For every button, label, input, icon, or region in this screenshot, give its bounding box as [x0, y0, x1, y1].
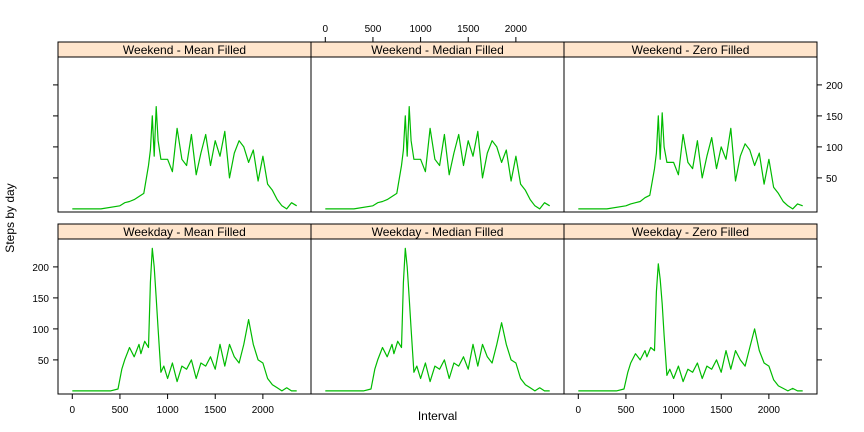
x-tick-label: 1500: [710, 405, 733, 416]
x-axis-label: Interval: [418, 409, 457, 423]
panel-frame: [563, 56, 818, 213]
series-line: [578, 263, 803, 392]
panel-title: Weekday - Median Filled: [372, 225, 504, 239]
y-tick-label: 100: [32, 325, 49, 336]
x-tick-label: 1500: [204, 405, 227, 416]
y-tick-label: 50: [38, 356, 50, 367]
y-tick-label: 200: [826, 81, 843, 92]
series-layer: [72, 105, 803, 392]
panel-title: Weekday - Zero Filled: [632, 225, 749, 239]
x-tick-label: 1000: [156, 405, 179, 416]
x-tick-label: 2000: [252, 405, 275, 416]
panel-frame: [57, 238, 312, 395]
y-tick-label: 150: [32, 294, 49, 305]
panel-frame: [57, 56, 312, 213]
series-line: [72, 247, 297, 392]
y-tick-label: 100: [826, 143, 843, 154]
panel-title: Weekend - Median Filled: [371, 43, 504, 57]
x-tick-label: 1000: [662, 405, 685, 416]
x-tick-label: 1500: [457, 24, 480, 35]
panel-title: Weekend - Zero Filled: [632, 43, 750, 57]
x-tick-label: 1000: [409, 24, 432, 35]
panel-title: Weekday - Mean Filled: [123, 225, 246, 239]
panel-title: Weekend - Mean Filled: [123, 43, 246, 57]
series-line: [325, 247, 550, 392]
strip-layer: Weekend - Mean Filled Weekend - Median Fi…: [57, 41, 818, 240]
y-tick-label: 150: [826, 112, 843, 123]
tick-layer: 0 500 1000 1500 2000 0 500 1000 1500 2000 0 500 1000…: [32, 24, 843, 416]
x-tick-label: 0: [576, 405, 582, 416]
y-tick-label: 50: [826, 174, 838, 185]
x-tick-label: 2000: [758, 405, 781, 416]
y-tick-label: 200: [32, 263, 49, 274]
x-tick-label: 500: [365, 24, 382, 35]
x-tick-label: 500: [618, 405, 635, 416]
series-line: [72, 105, 298, 210]
panel-frame: [310, 238, 565, 395]
panel-frame: [563, 238, 818, 395]
x-tick-label: 2000: [505, 24, 528, 35]
x-tick-label: 0: [323, 24, 329, 35]
series-line: [325, 105, 551, 210]
x-tick-label: 500: [112, 405, 129, 416]
frame-layer: [57, 56, 818, 395]
panel-frame: [310, 56, 565, 213]
x-tick-label: 0: [70, 405, 76, 416]
series-line: [578, 112, 803, 210]
y-axis-label: Steps by day: [3, 183, 17, 252]
